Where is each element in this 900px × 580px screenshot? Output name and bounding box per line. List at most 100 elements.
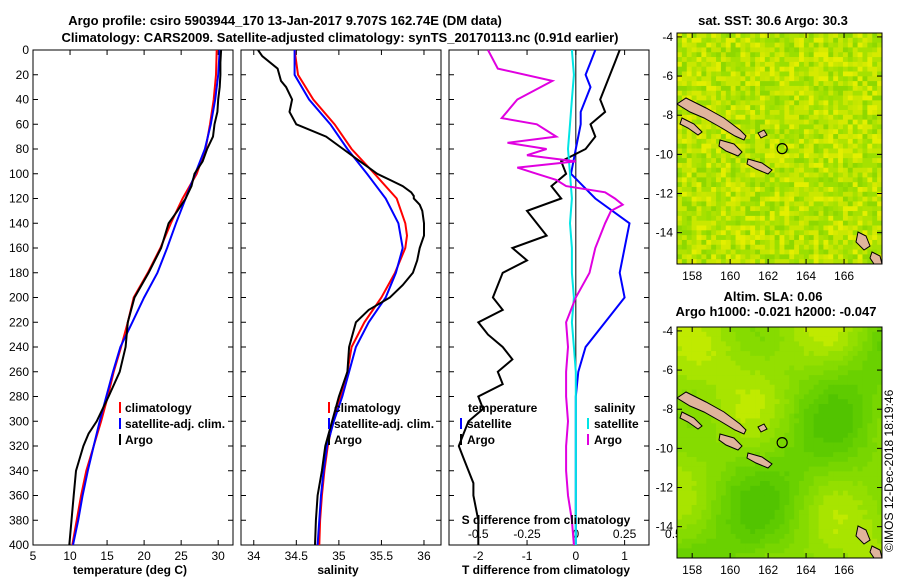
heatmap-cell: [813, 254, 819, 260]
heatmap-cell: [833, 423, 839, 429]
heatmap-cell: [872, 379, 878, 386]
heatmap-cell: [799, 196, 805, 202]
heatmap-cell: [838, 110, 844, 116]
heatmap-cell: [833, 66, 839, 72]
heatmap-cell: [706, 191, 712, 197]
heatmap-cell: [813, 379, 819, 386]
heatmap-cell: [784, 384, 790, 390]
temperature-panel: 0204060801001201401601802002202402602803…: [9, 43, 234, 577]
heatmap-cell: [872, 182, 878, 188]
heatmap-cell: [803, 239, 810, 246]
heatmap-cell: [716, 471, 722, 477]
heatmap-cell: [818, 172, 824, 178]
heatmap-cell: [872, 355, 878, 361]
heatmap-cell: [735, 471, 741, 477]
heatmap-cell: [847, 110, 854, 116]
heatmap-cell: [862, 259, 868, 264]
heatmap-cell: [808, 509, 814, 515]
heatmap-cell: [720, 485, 727, 491]
heatmap-cell: [706, 134, 712, 140]
heatmap-cell: [872, 66, 878, 72]
heatmap-cell: [847, 370, 854, 376]
heatmap-cell: [725, 355, 731, 361]
heatmap-cell: [686, 428, 692, 434]
heatmap-cell: [857, 452, 863, 458]
heatmap-cell: [842, 201, 849, 207]
heatmap-cell: [784, 404, 790, 410]
lat-tick-label: -14: [656, 520, 674, 534]
heatmap-cell: [818, 182, 824, 188]
heatmap-cell: [759, 153, 766, 159]
heatmap-cell: [852, 399, 858, 405]
heatmap-cell: [818, 235, 824, 241]
heatmap-cell: [759, 379, 766, 386]
heatmap-cell: [862, 206, 868, 212]
heatmap-cell: [716, 244, 722, 250]
heatmap-cell: [818, 42, 824, 48]
heatmap-cell: [867, 239, 873, 246]
heatmap-cell: [803, 476, 810, 482]
heatmap-cell: [823, 351, 829, 357]
heatmap-cell: [838, 365, 844, 371]
heatmap-cell: [696, 172, 702, 178]
heatmap-cell: [794, 66, 800, 72]
heatmap-cell: [755, 341, 761, 347]
heatmap-cell: [740, 505, 746, 511]
lat-tick-label: -12: [656, 187, 674, 201]
heatmap-cell: [706, 327, 712, 333]
heatmap-cell: [716, 47, 722, 53]
heatmap-cell: [759, 114, 766, 120]
heatmap-cell: [711, 509, 717, 515]
heatmap-cell: [696, 42, 702, 48]
heatmap-cell: [716, 341, 722, 347]
heatmap-cell: [794, 37, 800, 43]
heatmap-cell: [677, 471, 683, 477]
heatmap-cell: [818, 509, 824, 515]
heatmap-cell: [838, 100, 844, 106]
heatmap-cell: [857, 182, 863, 188]
heatmap-cell: [725, 538, 731, 544]
heatmap-cell: [779, 471, 785, 477]
heatmap-cell: [799, 327, 805, 333]
heatmap-cell: [755, 514, 761, 520]
heatmap-cell: [799, 355, 805, 361]
heatmap-cell: [823, 360, 829, 366]
heatmap-cell: [803, 413, 810, 419]
heatmap-cell: [774, 490, 780, 496]
heatmap-cell: [711, 162, 717, 169]
heatmap-cell: [842, 432, 849, 438]
heatmap-cell: [847, 201, 854, 207]
heatmap-cell: [877, 244, 882, 250]
heatmap-cell: [740, 81, 746, 87]
heatmap-cell: [852, 505, 858, 511]
heatmap-cell: [789, 90, 795, 96]
heatmap-cell: [764, 423, 771, 429]
heatmap-cell: [755, 52, 761, 58]
heatmap-cell: [794, 187, 800, 193]
heatmap-cell: [759, 225, 766, 231]
heatmap-cell: [857, 481, 863, 487]
heatmap-cell: [759, 196, 766, 202]
heatmap-cell: [730, 485, 736, 491]
heatmap-cell: [779, 119, 785, 125]
heatmap-cell: [867, 509, 873, 515]
heatmap-cell: [823, 543, 829, 549]
heatmap-cell: [677, 452, 683, 458]
heatmap-cell: [852, 172, 858, 178]
heatmap-cell: [838, 90, 844, 96]
heatmap-cell: [784, 548, 790, 554]
heatmap-cell: [847, 509, 854, 515]
heatmap-cell: [691, 341, 697, 347]
heatmap-cell: [735, 220, 741, 226]
heatmap-cell: [808, 437, 814, 443]
heatmap-cell: [872, 57, 878, 63]
heatmap-cell: [686, 90, 692, 96]
heatmap-cell: [833, 495, 839, 501]
heatmap-cell: [803, 543, 810, 549]
heatmap-cell: [799, 239, 805, 246]
heatmap-cell: [769, 220, 775, 226]
heatmap-cell: [677, 346, 683, 352]
heatmap-cell: [838, 466, 844, 472]
heatmap-cell: [706, 384, 712, 390]
heatmap-cell: [823, 100, 829, 106]
